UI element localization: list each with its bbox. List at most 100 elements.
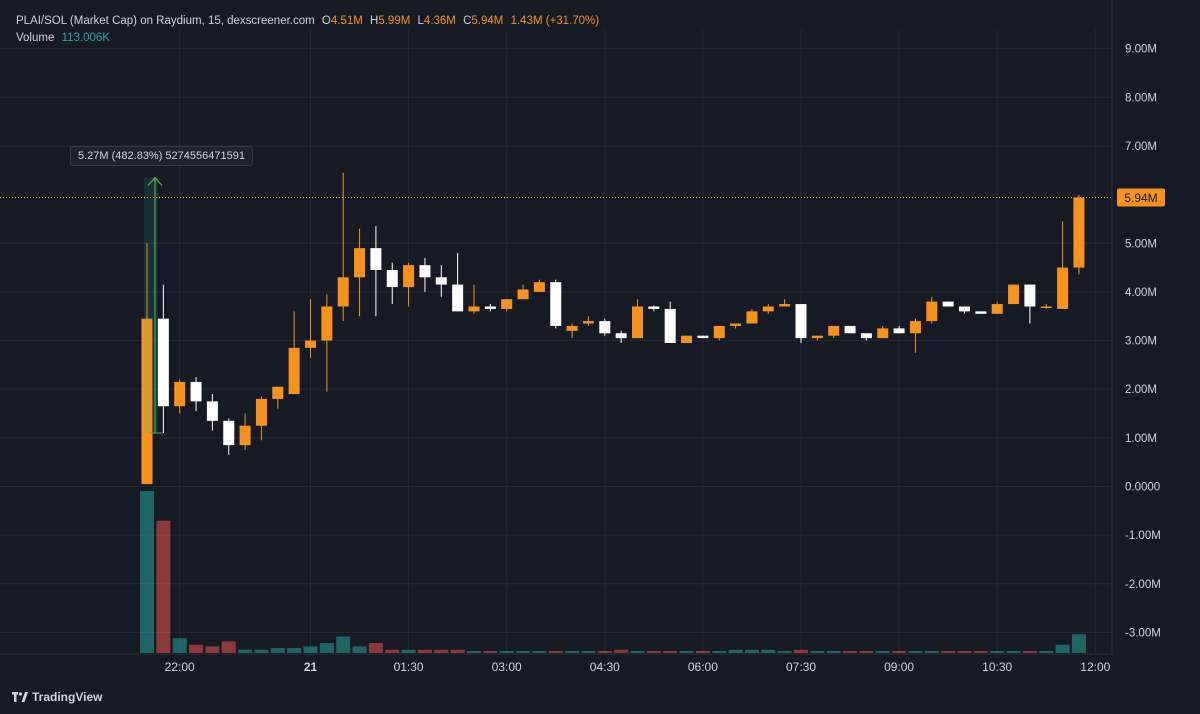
- x-tick-label: 03:00: [492, 660, 522, 674]
- volume-label[interactable]: Volume: [16, 32, 55, 44]
- volume-bar: [973, 651, 988, 653]
- volume-bar: [319, 643, 334, 653]
- close-value: 5.94M: [471, 15, 504, 27]
- volume-bar: [467, 651, 481, 653]
- chart-legend: PLAI/SOL (Market Cap) on Raydium, 15, de…: [16, 13, 603, 47]
- volume-bar: [287, 648, 302, 653]
- candle-body: [206, 401, 218, 421]
- measure-label: 5.27M (482.83%) 5274556471591: [70, 146, 253, 166]
- volume-bar: [499, 651, 514, 653]
- candle-body: [909, 321, 921, 334]
- volume-bar: [368, 643, 383, 653]
- y-tick-label: 3.00M: [1125, 336, 1157, 348]
- symbol-title[interactable]: PLAI/SOL (Market Cap) on Raydium, 15, de…: [16, 15, 315, 27]
- candle-body: [566, 325, 578, 331]
- candle-body: [599, 321, 611, 334]
- volume-bar: [417, 649, 432, 653]
- volume-bar: [221, 641, 236, 653]
- change-value: 1.43M (+31.70%): [510, 15, 600, 27]
- candle-body: [239, 425, 251, 446]
- y-tick-label: 7.00M: [1125, 141, 1157, 153]
- low-value: 4.36M: [423, 15, 456, 27]
- volume-bar: [205, 646, 220, 653]
- candles: [141, 172, 1085, 485]
- volume-bar: [630, 651, 645, 653]
- volume-bar: [843, 651, 858, 653]
- measure-range: [144, 177, 158, 433]
- grid-lines: [0, 30, 1112, 653]
- x-tick-label: 04:30: [590, 660, 620, 674]
- tradingview-icon: [12, 692, 28, 702]
- candle-body: [435, 277, 447, 285]
- y-tick-label: 1.00M: [1125, 433, 1157, 445]
- candle-body: [223, 420, 235, 446]
- volume-bar: [744, 649, 759, 653]
- candle-body: [746, 311, 758, 324]
- y-tick-label: 2.00M: [1125, 384, 1157, 396]
- y-tick-label: 4.00M: [1125, 287, 1157, 299]
- x-tick-label: 10:30: [982, 660, 1012, 674]
- volume-bar: [679, 651, 694, 653]
- candle-body: [468, 306, 480, 312]
- candle-body: [615, 333, 627, 339]
- volume-bar: [1006, 651, 1021, 653]
- volume-bar: [875, 651, 890, 653]
- volume-bar: [695, 651, 710, 653]
- volume-bar: [156, 520, 171, 653]
- volume-bar: [401, 649, 416, 653]
- candle-body: [582, 321, 594, 324]
- candle-body: [877, 328, 889, 339]
- volume-bar: [941, 651, 956, 653]
- y-tick-label: 5.00M: [1125, 238, 1157, 250]
- last-price-label: 5.94M: [1124, 191, 1157, 205]
- volume-bar: [532, 651, 547, 653]
- candle-body: [272, 386, 284, 399]
- last-price-badge: [1117, 188, 1165, 207]
- volume-bar: [924, 651, 939, 653]
- volume-bar: [548, 651, 563, 653]
- volume-bar: [826, 651, 841, 653]
- x-axis[interactable]: 22:00 21 01:30 03:00 04:30 06:00 07:30 09:00 10:…: [0, 653, 1112, 674]
- low-key: L: [417, 15, 424, 27]
- volume-bar: [565, 651, 580, 653]
- measure-tool[interactable]: [144, 176, 163, 434]
- volume-bar: [581, 651, 596, 653]
- x-tick-label: 06:00: [688, 660, 718, 674]
- candle-body: [779, 304, 791, 307]
- candle-body: [828, 325, 840, 336]
- last-price-line: 5.94M: [0, 188, 1165, 207]
- open-value: 4.51M: [330, 15, 363, 27]
- volume-bar: [728, 649, 743, 653]
- y-axis[interactable]: 9.00M8.00M7.00M6.00M5.00M4.00M3.00M2.00M…: [1111, 0, 1161, 654]
- tradingview-logo[interactable]: TradingView: [12, 690, 102, 704]
- candle-body: [386, 270, 398, 288]
- volume-bar: [1055, 644, 1070, 653]
- candle-body: [975, 311, 987, 314]
- candle-body: [632, 306, 643, 339]
- x-tick-label: 12:00: [1080, 660, 1110, 674]
- candle-body: [1073, 197, 1085, 268]
- x-tick-label: 21: [304, 660, 318, 674]
- volume-bar: [140, 491, 154, 653]
- candle-body: [370, 248, 382, 271]
- x-tick-label: 22:00: [165, 660, 195, 674]
- volume-bar: [646, 651, 661, 653]
- x-tick-label: 09:00: [884, 660, 914, 674]
- candle-body: [1024, 284, 1036, 307]
- x-tick-label: 07:30: [786, 660, 816, 674]
- y-tick-label: 8.00M: [1125, 92, 1157, 104]
- candle-body: [991, 304, 1003, 314]
- candle-body: [403, 265, 415, 288]
- volume-bar: [516, 651, 531, 653]
- y-tick-label: -1.00M: [1125, 530, 1161, 542]
- candle-body: [942, 301, 954, 307]
- candle-body: [337, 277, 349, 307]
- candle-body: [190, 381, 202, 402]
- brand-name: TradingView: [32, 690, 103, 704]
- candle-body: [288, 347, 300, 395]
- x-tick-label: 01:30: [394, 660, 424, 674]
- volume-bar: [189, 644, 204, 653]
- y-tick-label: -3.00M: [1125, 627, 1161, 639]
- candle-body: [1040, 306, 1052, 308]
